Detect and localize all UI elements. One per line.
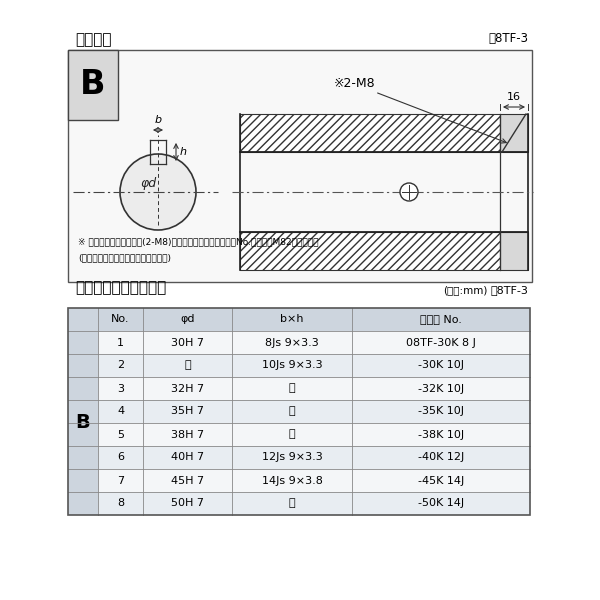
Text: 12Js 9×3.3: 12Js 9×3.3	[262, 452, 322, 463]
Text: 40H 7: 40H 7	[171, 452, 204, 463]
Text: -40K 12J: -40K 12J	[418, 452, 464, 463]
Text: 35H 7: 35H 7	[171, 407, 204, 416]
Text: b×h: b×h	[280, 314, 304, 325]
Bar	[240, 114, 500, 152]
Text: 8: 8	[117, 499, 124, 509]
Text: 08TF-30K 8 J: 08TF-30K 8 J	[406, 337, 476, 347]
Text: コード No.: コード No.	[420, 314, 462, 325]
Text: 45H 7: 45H 7	[171, 475, 204, 485]
Text: -35K 10J: -35K 10J	[418, 407, 464, 416]
Text: -50K 14J: -50K 14J	[418, 499, 464, 509]
Bar	[98, 377, 530, 400]
Text: (単位:mm): (単位:mm)	[443, 285, 487, 295]
Text: -30K 10J: -30K 10J	[418, 361, 464, 370]
Text: 4: 4	[117, 407, 124, 416]
Text: 6: 6	[117, 452, 124, 463]
Text: 50H 7: 50H 7	[171, 499, 204, 509]
Text: b: b	[154, 115, 161, 125]
Text: 8Js 9×3.3: 8Js 9×3.3	[265, 337, 319, 347]
Bar	[68, 50, 118, 120]
Text: h: h	[180, 147, 187, 157]
Text: 5: 5	[117, 430, 124, 439]
Text: 〝: 〝	[289, 430, 295, 439]
Text: B: B	[76, 413, 91, 433]
Text: (セットボルトは付属されています。): (セットボルトは付属されています。)	[78, 253, 171, 262]
Bar	[68, 50, 532, 282]
Text: φd: φd	[140, 178, 156, 191]
Text: -32K 10J: -32K 10J	[418, 383, 464, 394]
Text: ※ セットボルト用タップ(2-M8)が必要な場合は右記コードNo.の末尾にM82を付ける。: ※ セットボルト用タップ(2-M8)が必要な場合は右記コードNo.の末尾にM82…	[78, 237, 319, 246]
Text: 〝: 〝	[184, 361, 191, 370]
Text: 32H 7: 32H 7	[171, 383, 204, 394]
Circle shape	[400, 183, 418, 201]
Text: No.: No.	[111, 314, 130, 325]
Bar	[68, 308, 530, 515]
Text: 囸8TF-3: 囸8TF-3	[488, 32, 528, 45]
Text: 袆8TF-3: 袆8TF-3	[490, 285, 528, 295]
Text: -38K 10J: -38K 10J	[418, 430, 464, 439]
Bar	[500, 114, 528, 152]
Text: 14Js 9×3.8: 14Js 9×3.8	[262, 475, 322, 485]
Bar	[98, 308, 530, 331]
Bar	[98, 400, 530, 423]
Text: 1: 1	[117, 337, 124, 347]
Text: φd: φd	[180, 314, 195, 325]
Text: 〝: 〝	[289, 499, 295, 509]
Bar	[240, 232, 500, 270]
Bar	[98, 354, 530, 377]
Bar	[500, 232, 528, 270]
Text: 軸穴形状: 軸穴形状	[75, 32, 112, 47]
Text: 2: 2	[117, 361, 124, 370]
Bar	[68, 308, 98, 515]
Bar	[98, 469, 530, 492]
Text: B: B	[80, 68, 106, 101]
Text: 〝: 〝	[289, 383, 295, 394]
Bar	[98, 423, 530, 446]
Text: 10Js 9×3.3: 10Js 9×3.3	[262, 361, 322, 370]
Text: ※2-M8: ※2-M8	[334, 77, 376, 90]
Bar	[98, 331, 530, 354]
Text: 16: 16	[507, 92, 521, 102]
Text: 〝: 〝	[289, 407, 295, 416]
Text: 3: 3	[117, 383, 124, 394]
Text: 38H 7: 38H 7	[171, 430, 204, 439]
Text: 軸穴形状コード一覧表: 軸穴形状コード一覧表	[75, 280, 166, 295]
Bar	[98, 446, 530, 469]
Text: 7: 7	[117, 475, 124, 485]
Circle shape	[120, 154, 196, 230]
Text: -45K 14J: -45K 14J	[418, 475, 464, 485]
Text: 30H 7: 30H 7	[171, 337, 204, 347]
Bar	[98, 492, 530, 515]
